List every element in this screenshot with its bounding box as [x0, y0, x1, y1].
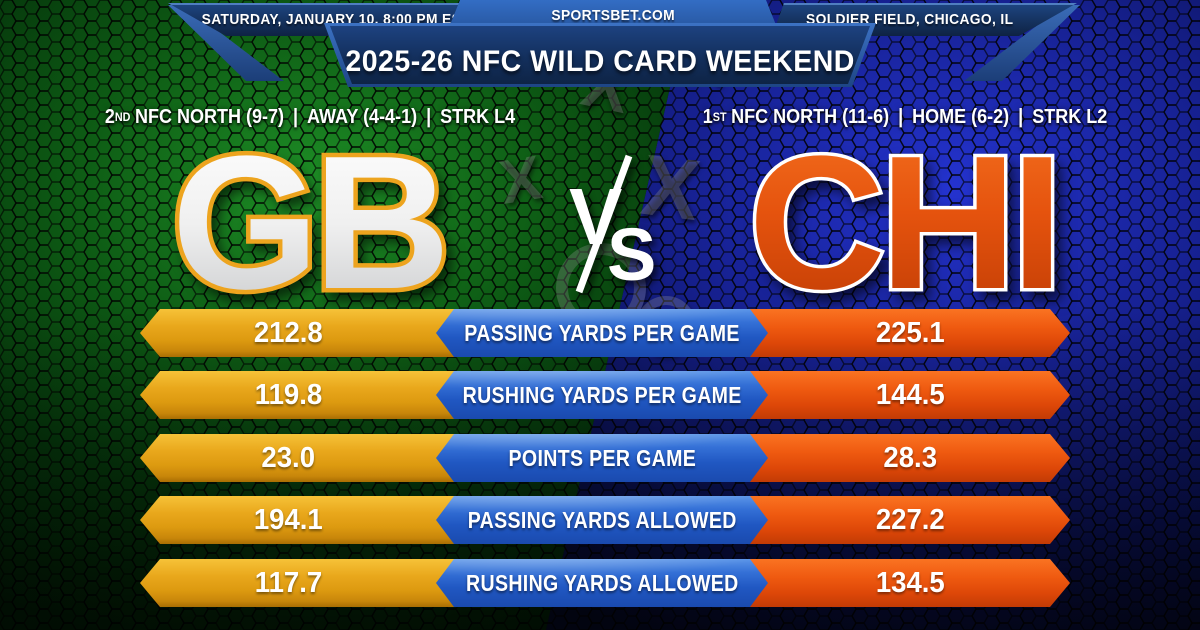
home-rank-ordinal: ST: [712, 110, 727, 124]
separator: |: [292, 105, 299, 128]
stat-value: 227.2: [876, 503, 945, 536]
stat-value: 117.7: [254, 566, 323, 599]
stat-value: 119.8: [254, 378, 323, 411]
separator: |: [426, 105, 432, 128]
stat-label: RUSHING YARDS ALLOWED: [465, 569, 739, 596]
home-team-record-line: 1 ST NFC NORTH (11-6) | HOME (6-2) | STRK…: [676, 104, 1135, 130]
stat-value: 144.5: [876, 378, 945, 411]
home-division-record: NFC NORTH (11-6): [731, 105, 890, 128]
home-stat-value-bar: 227.2: [746, 496, 1070, 544]
vs-graphic: V S: [545, 152, 675, 307]
stat-value: 134.5: [876, 566, 945, 599]
stat-label-bar: RUSHING YARDS ALLOWED: [436, 559, 768, 607]
stat-label: PASSING YARDS PER GAME: [464, 319, 740, 346]
away-stat-value-bar: 212.8: [140, 309, 462, 357]
separator: |: [1018, 105, 1024, 128]
home-team-abbr: CHI: [748, 117, 1057, 329]
separator: |: [898, 105, 904, 128]
stat-value: 28.3: [883, 441, 938, 474]
away-division-record: NFC NORTH (9-7): [134, 105, 284, 128]
away-streak: STRK L4: [440, 105, 516, 128]
home-stat-value-bar: 134.5: [746, 559, 1070, 607]
stat-label-bar: PASSING YARDS PER GAME: [436, 309, 768, 357]
stat-label: RUSHING YARDS PER GAME: [462, 381, 742, 408]
home-streak: STRK L2: [1032, 105, 1108, 128]
away-rank: 2: [104, 105, 115, 128]
away-side-record: AWAY (4-4-1): [307, 105, 418, 128]
home-side-record: HOME (6-2): [912, 105, 1010, 128]
event-title: 2025-26 NFC WILD CARD WEEKEND: [345, 45, 855, 78]
stat-label: PASSING YARDS ALLOWED: [467, 506, 737, 533]
stat-label-bar: POINTS PER GAME: [436, 434, 768, 482]
home-stat-value-bar: 144.5: [746, 371, 1070, 419]
away-rank-ordinal: ND: [114, 110, 131, 124]
home-rank: 1: [702, 105, 713, 128]
home-stat-value-bar: 225.1: [746, 309, 1070, 357]
stat-value: 225.1: [876, 316, 945, 349]
away-team-abbr: GB: [172, 117, 445, 329]
away-stat-value-bar: 194.1: [140, 496, 462, 544]
away-stat-value-bar: 117.7: [140, 559, 462, 607]
site-url: SPORTSBET.COM: [551, 6, 675, 24]
vs-letter-s: S: [607, 213, 656, 296]
away-stat-value-bar: 119.8: [140, 371, 462, 419]
stat-label-bar: RUSHING YARDS PER GAME: [436, 371, 768, 419]
away-stat-value-bar: 23.0: [140, 434, 462, 482]
away-team-record-line: 2 ND NFC NORTH (9-7) | AWAY (4-4-1) | STR…: [81, 104, 540, 130]
title-banner: 2025-26 NFC WILD CARD WEEKEND: [330, 26, 870, 84]
stat-value: 212.8: [254, 316, 323, 349]
stat-value: 23.0: [261, 441, 316, 474]
stat-value: 194.1: [254, 503, 323, 536]
away-team-abbr-graphic: GB: [108, 113, 508, 334]
home-stat-value-bar: 28.3: [746, 434, 1070, 482]
home-team-abbr-graphic: CHI: [688, 114, 1118, 333]
stat-label-bar: PASSING YARDS ALLOWED: [436, 496, 768, 544]
stat-label: POINTS PER GAME: [508, 444, 696, 471]
